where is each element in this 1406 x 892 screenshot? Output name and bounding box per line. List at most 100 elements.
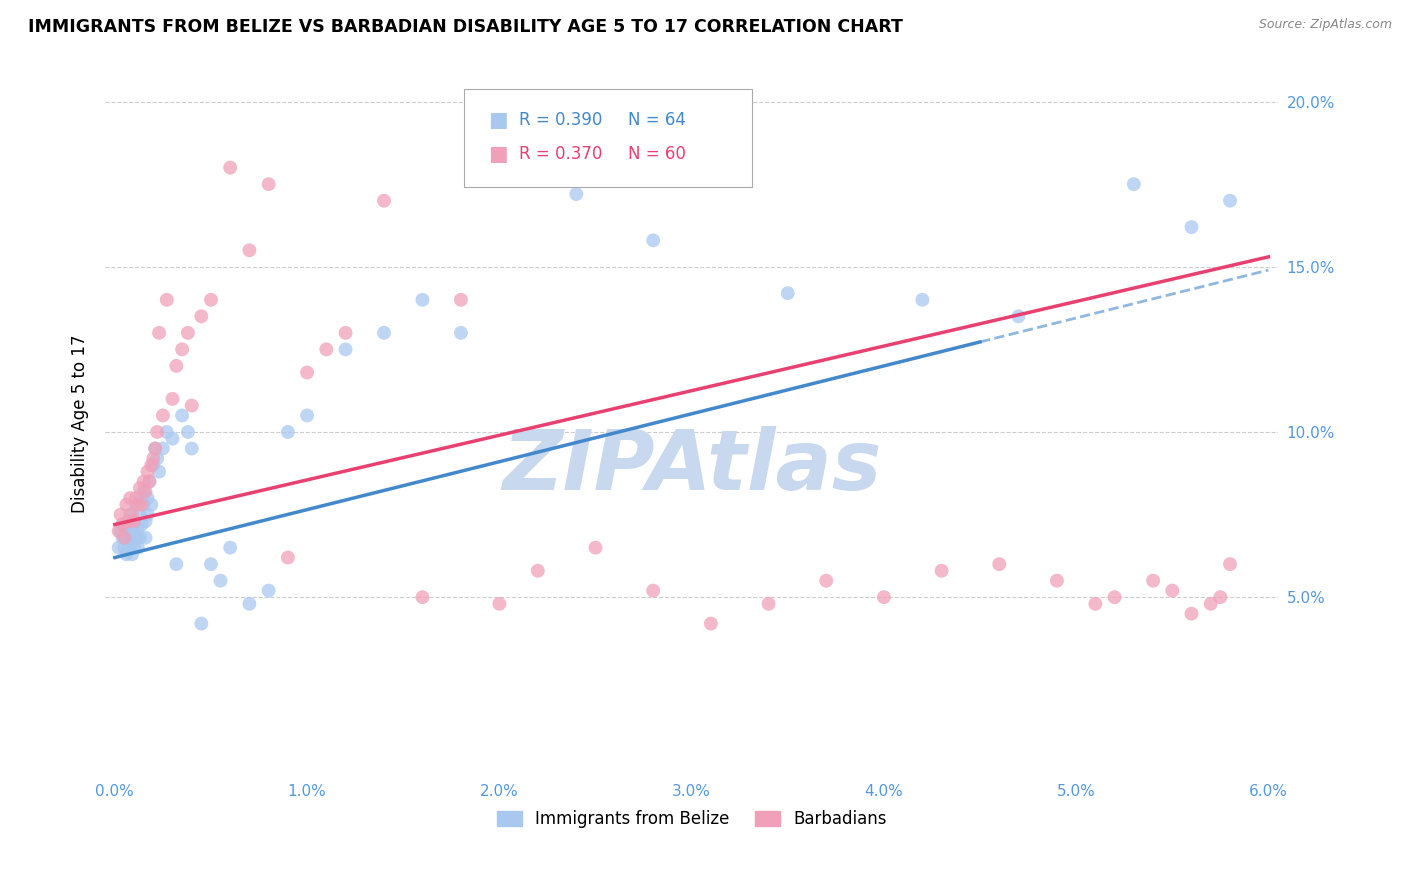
Point [238, 597, 260, 611]
Text: N = 60: N = 60 [628, 145, 686, 163]
Point [115, 547, 138, 561]
Point [136, 508, 159, 522]
Point [156, 425, 179, 439]
Point [488, 597, 510, 611]
Point [172, 409, 194, 423]
Point [335, 343, 357, 357]
Y-axis label: Disability Age 5 to 17: Disability Age 5 to 17 [72, 334, 89, 513]
Point [238, 244, 260, 258]
Point [931, 564, 953, 578]
Point [643, 583, 665, 598]
Point [146, 451, 169, 466]
Point [180, 442, 202, 456]
Point [127, 521, 149, 535]
Point [136, 465, 159, 479]
Point [117, 514, 139, 528]
Point [138, 475, 160, 489]
Point [1180, 607, 1202, 621]
Point [132, 475, 155, 489]
Point [988, 557, 1011, 571]
Point [527, 564, 550, 578]
Point [127, 541, 149, 555]
Point [200, 293, 222, 307]
Point [1142, 574, 1164, 588]
Point [1084, 597, 1107, 611]
Point [1199, 597, 1222, 611]
Point [277, 425, 299, 439]
Point [1161, 583, 1184, 598]
Point [643, 233, 665, 247]
Point [165, 359, 187, 373]
Point [121, 508, 143, 522]
Point [373, 326, 395, 340]
Point [1209, 590, 1232, 604]
Text: R = 0.390: R = 0.390 [519, 112, 602, 129]
Point [128, 508, 150, 522]
Point [162, 392, 184, 406]
Point [190, 310, 212, 324]
Point [152, 409, 174, 423]
Text: R = 0.370: R = 0.370 [519, 145, 602, 163]
Point [121, 547, 143, 561]
Point [776, 286, 799, 301]
Point [1122, 177, 1144, 191]
Point [488, 161, 510, 175]
Point [143, 442, 166, 456]
Point [450, 293, 472, 307]
Point [585, 541, 607, 555]
Point [815, 574, 838, 588]
Point [110, 524, 132, 538]
Point [156, 293, 179, 307]
Point [132, 498, 155, 512]
Point [125, 531, 148, 545]
Point [107, 524, 129, 538]
Point [1104, 590, 1126, 604]
Point [128, 481, 150, 495]
Point [1219, 194, 1241, 208]
Point [565, 187, 588, 202]
Point [131, 491, 153, 505]
Point [758, 597, 780, 611]
Point [177, 326, 200, 340]
Point [120, 531, 142, 545]
Point [107, 541, 129, 555]
Text: N = 64: N = 64 [628, 112, 686, 129]
Point [148, 326, 170, 340]
Point [180, 399, 202, 413]
Point [146, 425, 169, 439]
Text: Source: ZipAtlas.com: Source: ZipAtlas.com [1258, 18, 1392, 31]
Point [111, 517, 134, 532]
Point [1046, 574, 1069, 588]
Point [117, 517, 139, 532]
Point [136, 491, 159, 505]
Point [114, 541, 136, 555]
Point [295, 409, 318, 423]
Point [411, 590, 433, 604]
Point [700, 616, 723, 631]
Point [411, 293, 433, 307]
Point [450, 326, 472, 340]
Point [373, 194, 395, 208]
Point [277, 550, 299, 565]
Point [190, 616, 212, 631]
Point [219, 161, 242, 175]
Point [131, 498, 153, 512]
Point [110, 508, 132, 522]
Point [120, 508, 142, 522]
Point [257, 177, 280, 191]
Point [111, 531, 134, 545]
Point [1219, 557, 1241, 571]
Text: ■: ■ [488, 111, 508, 130]
Point [125, 498, 148, 512]
Point [114, 531, 136, 545]
Point [142, 458, 165, 472]
Point [135, 484, 157, 499]
Point [172, 343, 194, 357]
Point [177, 425, 200, 439]
Point [148, 465, 170, 479]
Point [257, 583, 280, 598]
Point [911, 293, 934, 307]
Point [135, 514, 157, 528]
Point [128, 531, 150, 545]
Point [162, 432, 184, 446]
